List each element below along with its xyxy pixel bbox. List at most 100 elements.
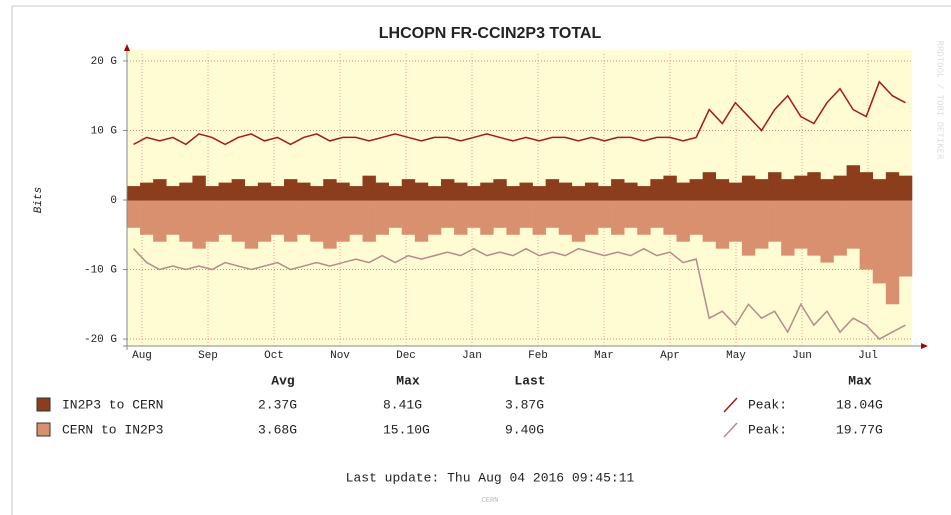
area-bar xyxy=(637,186,651,200)
area-bar xyxy=(611,200,625,235)
area-bar xyxy=(166,200,180,235)
area-bar xyxy=(755,200,769,249)
area-bar xyxy=(153,179,167,200)
area-bar xyxy=(375,182,389,200)
legend-line-swatch xyxy=(723,422,738,438)
area-bar xyxy=(650,200,664,228)
area-bar xyxy=(728,200,743,242)
area-bar xyxy=(270,186,285,200)
x-tick-label: Feb xyxy=(528,350,548,362)
area-bar xyxy=(794,200,808,249)
x-tick-label: Jan xyxy=(462,350,482,362)
area-bar xyxy=(584,182,599,200)
area-bar xyxy=(270,200,285,235)
x-axis-arrow xyxy=(921,343,928,349)
footer: Last update: Thu Aug 04 2016 09:45:11 xyxy=(346,470,635,485)
x-tick-label: Apr xyxy=(660,350,680,362)
area-bar xyxy=(192,175,206,200)
area-bar xyxy=(231,200,246,242)
area-bar xyxy=(820,179,834,200)
legend-label: IN2P3 to CERN xyxy=(62,397,163,412)
area-bar xyxy=(257,182,272,200)
area-bar xyxy=(807,172,821,200)
area-bar xyxy=(715,200,730,249)
legend-value: 3.68G xyxy=(258,422,297,437)
legend-header: Last xyxy=(514,373,545,388)
area-bar xyxy=(859,200,874,270)
area-bar xyxy=(388,186,403,200)
area-bar xyxy=(637,200,651,235)
area-bar xyxy=(741,175,756,200)
area-bar xyxy=(859,172,874,200)
area-bar xyxy=(885,172,900,200)
area-bar xyxy=(833,175,847,200)
area-bar xyxy=(454,200,468,235)
x-tick-label: Dec xyxy=(396,350,416,362)
area-bar xyxy=(310,186,324,200)
area-bar xyxy=(441,179,455,200)
area-bar xyxy=(493,200,507,228)
area-bar xyxy=(545,200,560,228)
area-bar xyxy=(715,179,730,200)
area-bar xyxy=(846,165,860,200)
x-tick-label: Sep xyxy=(198,350,218,362)
legend-swatch xyxy=(36,397,51,412)
area-bar xyxy=(532,200,546,235)
area-bar xyxy=(689,179,703,200)
area-bar xyxy=(768,172,782,200)
area-bar xyxy=(480,182,494,200)
legend-peak-value: 19.77G xyxy=(836,422,883,437)
area-bar xyxy=(781,200,795,256)
area-bar xyxy=(807,200,821,256)
area-bar xyxy=(153,200,167,242)
area-bar xyxy=(127,200,141,228)
area-bar xyxy=(519,182,533,200)
area-bar xyxy=(728,182,743,200)
watermark: RRDTOOL / TOBI OETIKER xyxy=(935,41,945,160)
x-tick-label: Aug xyxy=(132,350,152,362)
area-bar xyxy=(467,186,481,200)
area-bar xyxy=(506,186,520,200)
area-bar xyxy=(166,186,180,200)
area-bar xyxy=(519,200,533,228)
area-bar xyxy=(676,182,690,200)
area-bar xyxy=(244,186,259,200)
area-bar xyxy=(414,182,429,200)
area-bar xyxy=(179,200,193,242)
area-bar xyxy=(297,182,311,200)
area-bar xyxy=(218,182,232,200)
legend-value: 3.87G xyxy=(505,397,544,412)
area-bar xyxy=(231,179,246,200)
area-bar xyxy=(872,200,887,284)
area-bar xyxy=(323,179,337,200)
legend-value: 8.41G xyxy=(383,397,422,412)
legend-peak-label: Peak: xyxy=(748,397,787,412)
area-bar xyxy=(427,186,442,200)
legend-header: Avg xyxy=(271,373,295,388)
area-bar xyxy=(545,179,560,200)
area-bar xyxy=(192,200,206,249)
area-bar xyxy=(624,182,638,200)
area-bar xyxy=(349,200,363,235)
area-bar xyxy=(480,200,494,235)
peak-line xyxy=(133,80,906,146)
legend-header: Max xyxy=(848,373,872,388)
area-bar xyxy=(755,179,769,200)
area-bar xyxy=(140,200,154,235)
area-bar xyxy=(441,200,455,228)
area-bar xyxy=(885,200,900,305)
area-bar xyxy=(598,186,612,200)
x-tick-label: May xyxy=(726,350,746,362)
area-bar xyxy=(467,200,481,228)
x-tick-label: Jul xyxy=(858,350,878,362)
y-tick-label: 20 G xyxy=(91,56,117,68)
area-bar xyxy=(571,186,586,200)
area-bar xyxy=(781,179,795,200)
area-bar xyxy=(663,175,677,200)
y-axis-label: Bits xyxy=(33,187,45,213)
area-bar xyxy=(689,200,703,235)
area-bar xyxy=(323,200,337,249)
area-bar xyxy=(820,200,834,263)
x-tick-label: Mar xyxy=(594,350,614,362)
area-bar xyxy=(375,200,389,235)
